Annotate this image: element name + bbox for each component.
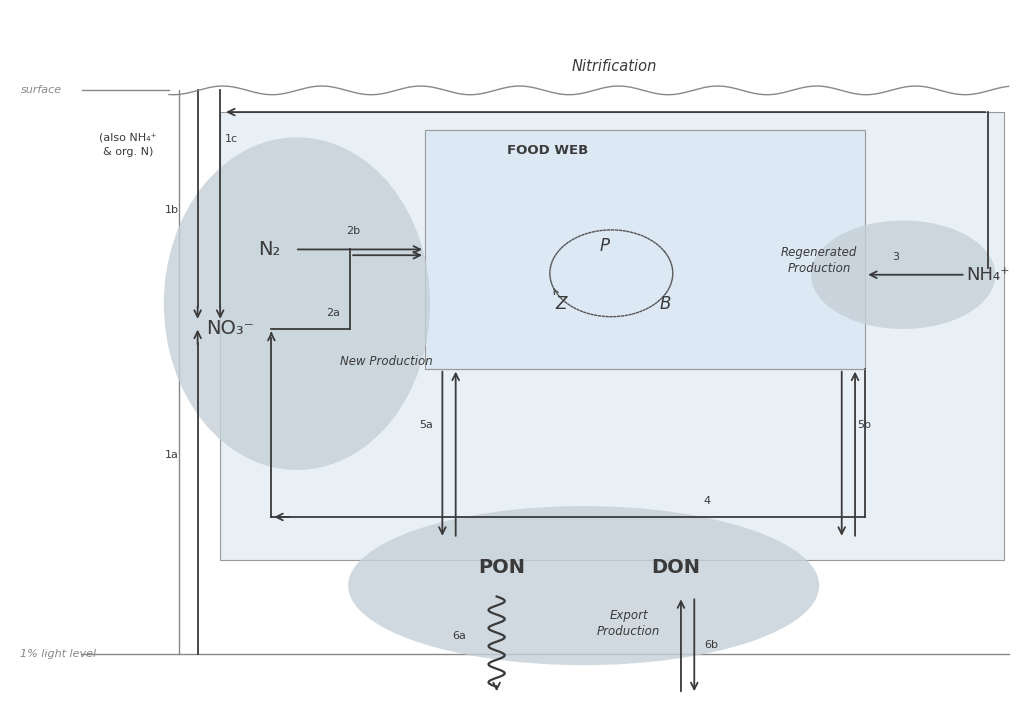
Ellipse shape: [348, 506, 819, 665]
Text: NO₃⁻: NO₃⁻: [207, 320, 254, 338]
Text: 1% light level: 1% light level: [20, 649, 96, 659]
Text: 3: 3: [893, 252, 899, 262]
Text: 2a: 2a: [326, 308, 340, 318]
Text: N₂: N₂: [258, 240, 281, 259]
Text: FOOD WEB: FOOD WEB: [507, 144, 588, 157]
Text: P: P: [599, 237, 609, 254]
Text: 4: 4: [703, 496, 710, 506]
Text: 2b: 2b: [346, 226, 360, 236]
Ellipse shape: [811, 221, 995, 329]
Text: PON: PON: [478, 558, 525, 577]
Text: DON: DON: [651, 558, 700, 577]
Text: NH₄⁺: NH₄⁺: [967, 266, 1010, 283]
Text: 1b: 1b: [165, 205, 179, 215]
Text: 1a: 1a: [165, 450, 179, 461]
Text: 6a: 6a: [452, 631, 466, 641]
Text: 1c: 1c: [225, 134, 239, 144]
FancyBboxPatch shape: [220, 112, 1004, 560]
Text: Export
Production: Export Production: [597, 609, 660, 638]
Text: B: B: [659, 295, 672, 312]
Text: Regenerated
Production: Regenerated Production: [781, 246, 857, 275]
Text: 5b: 5b: [857, 420, 871, 429]
Text: surface: surface: [20, 85, 61, 95]
Text: 5a: 5a: [419, 420, 433, 429]
Text: Nitrification: Nitrification: [571, 59, 657, 74]
Text: New Production: New Production: [340, 355, 433, 368]
Ellipse shape: [164, 137, 430, 470]
Text: (also NH₄⁺
& org. N): (also NH₄⁺ & org. N): [99, 132, 157, 157]
Text: Z: Z: [555, 295, 567, 312]
FancyBboxPatch shape: [425, 130, 865, 369]
Text: 6b: 6b: [705, 641, 719, 650]
